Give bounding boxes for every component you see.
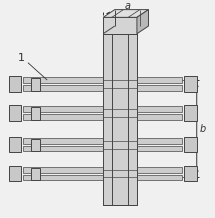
Bar xyxy=(23,85,182,91)
Bar xyxy=(31,107,40,120)
Polygon shape xyxy=(103,10,149,17)
Bar xyxy=(31,78,40,91)
Bar xyxy=(184,76,197,92)
Bar xyxy=(9,137,21,152)
Text: 1: 1 xyxy=(18,53,25,63)
Bar xyxy=(9,105,21,121)
Text: b: b xyxy=(200,124,206,134)
Bar xyxy=(103,17,137,34)
Bar xyxy=(23,77,182,83)
Bar xyxy=(103,34,137,205)
Bar xyxy=(23,167,182,173)
Bar xyxy=(31,139,40,152)
Bar xyxy=(9,76,21,92)
Bar xyxy=(23,138,182,144)
Bar xyxy=(184,105,197,121)
Bar xyxy=(31,168,40,180)
Bar xyxy=(23,106,182,112)
Bar xyxy=(23,175,182,180)
Bar xyxy=(184,166,197,181)
Bar xyxy=(23,146,182,152)
Bar xyxy=(9,166,21,181)
Polygon shape xyxy=(137,10,149,34)
Bar xyxy=(23,114,182,120)
Bar xyxy=(103,34,137,205)
Text: a: a xyxy=(125,1,131,11)
Bar xyxy=(184,137,197,152)
